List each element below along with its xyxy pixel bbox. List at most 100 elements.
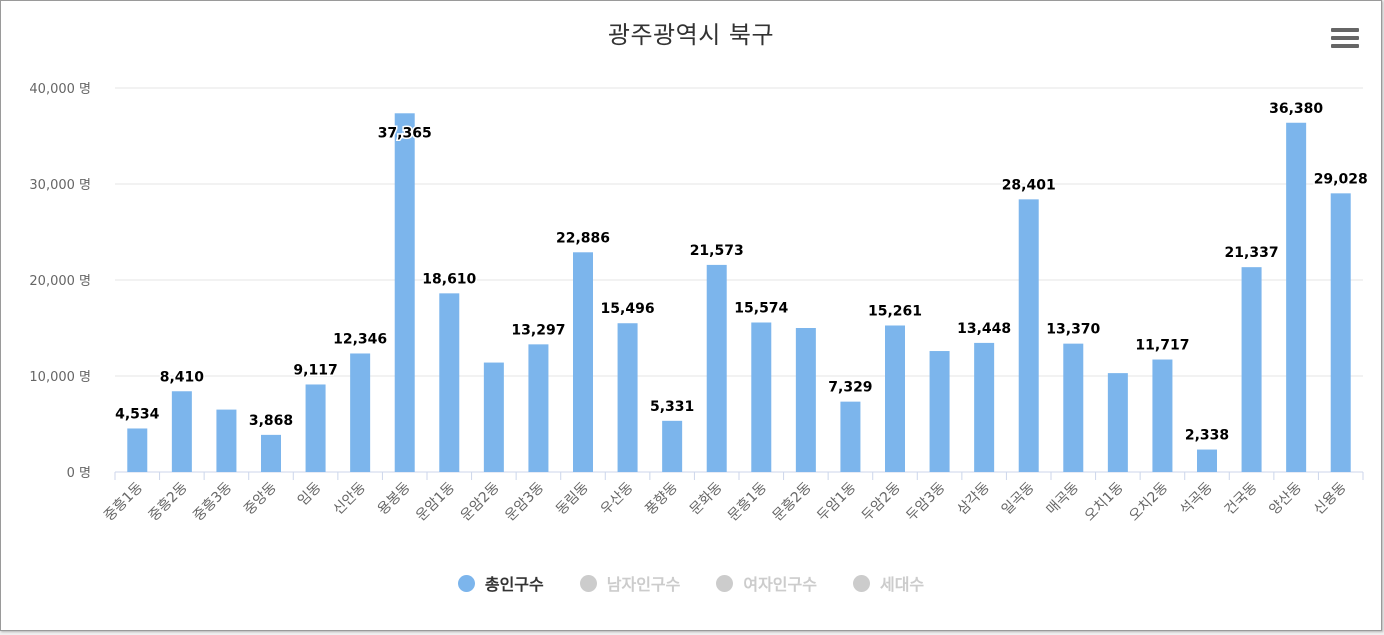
data-label: 22,886 bbox=[556, 230, 610, 246]
chart-legend: 총인구수 남자인구수 여자인구수 세대수 bbox=[1, 571, 1381, 595]
x-tick-label: 문흥1동 bbox=[725, 479, 770, 524]
bar[interactable] bbox=[528, 344, 549, 472]
data-label: 5,331 bbox=[650, 399, 694, 415]
data-label: 7,329 bbox=[828, 380, 872, 396]
bar[interactable] bbox=[840, 401, 861, 472]
bar[interactable] bbox=[127, 428, 148, 472]
x-tick-label: 중앙동 bbox=[241, 479, 280, 518]
data-label: 28,401 bbox=[1002, 177, 1056, 193]
bar[interactable] bbox=[1197, 449, 1217, 472]
data-label: 37,365 bbox=[378, 125, 432, 141]
x-tick-label: 중흥2동 bbox=[146, 479, 191, 524]
bar[interactable] bbox=[171, 391, 192, 472]
bar[interactable] bbox=[1241, 267, 1262, 472]
y-tick-label: 30,000 명 bbox=[29, 178, 91, 193]
bar[interactable] bbox=[1063, 343, 1084, 472]
x-tick-label: 두암1동 bbox=[814, 479, 859, 524]
x-tick-label: 두암2동 bbox=[859, 479, 904, 524]
bar[interactable] bbox=[706, 264, 727, 472]
data-label: 15,496 bbox=[601, 301, 655, 317]
bar[interactable] bbox=[662, 420, 683, 472]
bar[interactable] bbox=[885, 325, 905, 472]
data-label: 12,346 bbox=[333, 331, 387, 347]
legend-label: 총인구수 bbox=[484, 575, 544, 594]
legend-dot-icon bbox=[457, 574, 475, 592]
data-label: 13,448 bbox=[957, 321, 1011, 337]
data-label: 36,380 bbox=[1269, 101, 1323, 117]
data-label: 13,370 bbox=[1046, 322, 1100, 338]
bar[interactable] bbox=[1286, 122, 1307, 472]
chart-title: 광주광역시 북구 bbox=[607, 21, 775, 49]
x-tick-label: 두암3동 bbox=[903, 479, 948, 524]
x-tick-label: 임동 bbox=[295, 479, 325, 509]
x-tick-label: 양산동 bbox=[1266, 479, 1305, 518]
bar[interactable] bbox=[350, 353, 371, 472]
legend-item[interactable]: 세대수 bbox=[852, 571, 925, 595]
x-tick-label: 문흥2동 bbox=[770, 479, 815, 524]
y-tick-label: 10,000 명 bbox=[29, 370, 91, 385]
bar[interactable] bbox=[439, 293, 460, 472]
x-tick-label: 용봉동 bbox=[375, 479, 414, 518]
bar[interactable] bbox=[261, 434, 281, 472]
data-label: 3,868 bbox=[249, 413, 293, 429]
x-tick-label: 운암3동 bbox=[502, 479, 547, 524]
legend-dot-icon bbox=[852, 574, 870, 592]
data-label: 8,410 bbox=[160, 369, 205, 385]
data-label: 29,028 bbox=[1314, 171, 1368, 187]
legend-label: 여자인구수 bbox=[743, 575, 817, 594]
legend-label: 세대수 bbox=[879, 575, 925, 594]
x-tick-label: 건국동 bbox=[1222, 479, 1261, 518]
y-tick-label: 40,000 명 bbox=[29, 82, 91, 97]
x-tick-label: 일곡동 bbox=[999, 479, 1038, 518]
data-label: 18,610 bbox=[422, 271, 476, 287]
data-label: 2,338 bbox=[1185, 428, 1229, 444]
x-tick-label: 오치2동 bbox=[1126, 479, 1171, 524]
x-tick-label: 중흥3동 bbox=[190, 479, 235, 524]
bar[interactable] bbox=[929, 351, 950, 472]
bar[interactable] bbox=[394, 113, 415, 473]
x-tick-label: 신용동 bbox=[1311, 479, 1350, 518]
x-tick-label: 석곡동 bbox=[1177, 479, 1216, 518]
data-label: 11,717 bbox=[1135, 338, 1189, 354]
bar[interactable] bbox=[974, 342, 995, 472]
x-tick-label: 운암1동 bbox=[413, 479, 458, 524]
legend-dot-icon bbox=[716, 574, 734, 592]
legend-item[interactable]: 총인구수 bbox=[457, 571, 544, 595]
x-tick-label: 중흥1동 bbox=[101, 479, 146, 524]
x-tick-label: 운암2동 bbox=[458, 479, 503, 524]
bar[interactable] bbox=[1107, 373, 1128, 472]
bar[interactable] bbox=[795, 328, 816, 472]
x-tick-label: 매곡동 bbox=[1043, 479, 1082, 518]
data-label: 13,297 bbox=[511, 322, 565, 338]
legend-label: 남자인구수 bbox=[606, 575, 681, 594]
x-tick-label: 삼각동 bbox=[954, 479, 993, 518]
legend-item[interactable]: 여자인구수 bbox=[716, 571, 817, 595]
bar[interactable] bbox=[751, 322, 772, 472]
bar[interactable] bbox=[483, 362, 504, 472]
data-label: 15,261 bbox=[868, 303, 922, 319]
x-tick-label: 풍향동 bbox=[642, 479, 681, 518]
y-tick-label: 20,000 명 bbox=[29, 274, 91, 289]
data-label: 9,117 bbox=[293, 362, 337, 378]
data-label: 15,574 bbox=[734, 300, 788, 316]
bar[interactable] bbox=[305, 384, 326, 472]
hamburger-menu-icon[interactable] bbox=[1331, 28, 1359, 52]
bar[interactable] bbox=[1018, 199, 1039, 472]
bar-chart: 0 명 10,000 명 20,000 명 30,000 명 40,000 명 4,534… bbox=[29, 82, 1369, 524]
x-tick-label: 우산동 bbox=[598, 479, 637, 518]
bar[interactable] bbox=[617, 323, 638, 472]
data-label: 21,337 bbox=[1225, 245, 1279, 261]
x-tick-label: 동림동 bbox=[553, 479, 592, 518]
data-label: 4,534 bbox=[115, 406, 160, 422]
bar[interactable] bbox=[573, 252, 593, 472]
data-label: 21,573 bbox=[690, 243, 744, 259]
legend-item[interactable]: 남자인구수 bbox=[579, 571, 681, 595]
y-tick-label: 0 명 bbox=[67, 466, 91, 481]
bar[interactable] bbox=[1152, 359, 1173, 472]
x-tick-label: 오치1동 bbox=[1082, 479, 1127, 524]
legend-dot-icon bbox=[579, 574, 597, 592]
bar[interactable] bbox=[216, 409, 237, 472]
x-tick-label: 문화동 bbox=[687, 479, 726, 518]
bar[interactable] bbox=[1330, 193, 1351, 472]
